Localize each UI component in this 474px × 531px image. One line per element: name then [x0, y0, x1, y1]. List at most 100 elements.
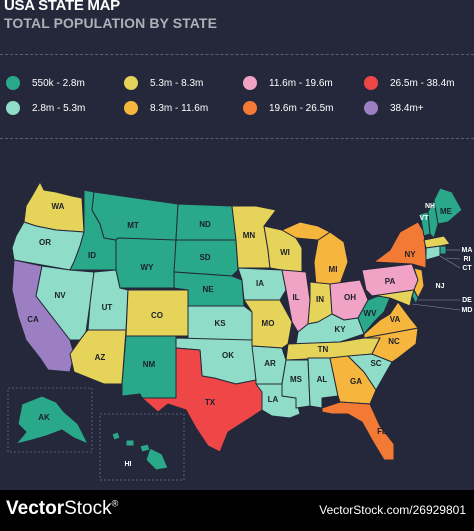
state-mt[interactable]	[91, 191, 179, 241]
state-label-ma: MA	[462, 247, 473, 254]
state-va[interactable]	[363, 301, 419, 339]
state-label-ar: AR	[264, 359, 276, 368]
state-label-mt: MT	[127, 221, 139, 230]
state-label-nv: NV	[54, 291, 66, 300]
state-me[interactable]	[433, 187, 463, 225]
legend-item: 26.5m - 38.4m	[364, 76, 454, 90]
legend-label: 19.6m - 26.5m	[269, 102, 334, 114]
state-label-ne: NE	[202, 285, 214, 294]
state-label-nj: NJ	[436, 283, 445, 290]
state-label-al: AL	[317, 375, 328, 384]
leader-md	[411, 303, 461, 311]
legend-label: 11.6m - 19.6m	[269, 77, 333, 89]
state-label-ca: CA	[27, 315, 39, 324]
state-label-wi: WI	[280, 248, 290, 257]
legend-swatch	[124, 76, 138, 90]
state-hi-maui[interactable]	[139, 443, 151, 453]
state-label-tn: TN	[318, 345, 329, 354]
state-sd[interactable]	[173, 239, 239, 277]
legend-item: 550k - 2.8m	[6, 76, 85, 90]
image-credit: VectorStock.com/26929801	[319, 503, 466, 517]
state-ny[interactable]	[373, 221, 427, 269]
state-label-mo: MO	[262, 319, 275, 328]
legend-swatch	[364, 76, 378, 90]
state-label-ks: KS	[214, 319, 226, 328]
state-label-ky: KY	[334, 325, 346, 334]
state-ak[interactable]	[15, 395, 89, 445]
state-label-wa: WA	[52, 202, 65, 211]
state-label-id: ID	[88, 251, 96, 260]
state-label-ok: OK	[222, 351, 234, 360]
legend-label: 550k - 2.8m	[32, 77, 85, 89]
map-title: USA STATE MAP	[4, 0, 120, 14]
state-label-sc: SC	[370, 359, 381, 368]
legend-top-divider	[0, 54, 474, 55]
legend: 550k - 2.8m 5.3m - 8.3m 11.6m - 19.6m 26…	[0, 72, 474, 132]
state-ct[interactable]	[425, 245, 441, 261]
state-tx[interactable]	[141, 347, 263, 453]
state-label-md: MD	[462, 307, 473, 314]
state-label-wv: WV	[364, 309, 378, 318]
state-label-il: IL	[292, 293, 299, 302]
state-fl[interactable]	[321, 401, 395, 461]
state-label-ms: MS	[290, 375, 303, 384]
legend-item: 38.4m+	[364, 101, 424, 115]
state-sc[interactable]	[347, 353, 393, 391]
state-label-pa: PA	[385, 277, 396, 286]
legend-swatch	[6, 101, 20, 115]
legend-swatch	[364, 101, 378, 115]
state-label-az: AZ	[95, 353, 106, 362]
legend-item: 5.3m - 8.3m	[124, 76, 203, 90]
state-label-nm: NM	[143, 360, 156, 369]
legend-bottom-divider	[0, 138, 474, 139]
state-label-mi: MI	[329, 265, 338, 274]
state-label-ia: IA	[256, 279, 264, 288]
state-label-co: CO	[151, 311, 163, 320]
map-subtitle: TOTAL POPULATION BY STATE	[4, 15, 218, 31]
state-label-vt: VT	[420, 215, 430, 222]
vectorstock-logo: VectorStock®	[6, 498, 119, 519]
state-ma[interactable]	[423, 235, 451, 249]
legend-label: 5.3m - 8.3m	[150, 77, 204, 89]
state-label-ak: AK	[38, 413, 50, 422]
state-label-de: DE	[462, 297, 472, 304]
legend-swatch	[243, 101, 257, 115]
state-hi-oahu[interactable]	[125, 439, 135, 447]
state-label-ga: GA	[350, 377, 362, 386]
state-label-nc: NC	[388, 337, 400, 346]
state-label-me: ME	[440, 207, 453, 216]
state-label-fl: FL	[377, 427, 387, 436]
footer-bar: VectorStock® VectorStock.com/26929801	[0, 490, 474, 531]
state-hi-big-island[interactable]	[145, 447, 169, 471]
state-ri[interactable]	[439, 245, 447, 255]
us-map: WA OR CA ID NV UT AZ MT WY CO NM ND SD N…	[7, 181, 473, 481]
alaska-inset-frame	[7, 387, 93, 453]
state-label-in: IN	[316, 295, 324, 304]
state-label-mn: MN	[243, 231, 256, 240]
state-mi-upper[interactable]	[281, 221, 331, 241]
state-label-wy: WY	[141, 263, 155, 272]
leader-ri	[445, 257, 461, 260]
legend-item: 2.8m - 5.3m	[6, 101, 85, 115]
hawaii-inset-frame	[99, 413, 185, 481]
state-wv[interactable]	[357, 295, 391, 335]
state-mi[interactable]	[313, 231, 349, 287]
state-label-la: LA	[268, 395, 279, 404]
legend-item: 11.6m - 19.6m	[243, 76, 333, 90]
legend-label: 26.5m - 38.4m	[390, 77, 455, 89]
state-label-nd: ND	[199, 220, 211, 229]
state-label-ut: UT	[102, 303, 113, 312]
state-mo[interactable]	[243, 299, 293, 349]
state-label-tx: TX	[205, 398, 216, 407]
state-label-ny: NY	[404, 250, 416, 259]
state-nc[interactable]	[363, 327, 419, 363]
leader-ct	[439, 255, 461, 269]
state-md[interactable]	[371, 289, 415, 307]
legend-label: 38.4m+	[390, 102, 424, 114]
state-hi-kauai[interactable]	[111, 431, 121, 441]
state-label-oh: OH	[344, 293, 356, 302]
legend-label: 8.3m - 11.6m	[150, 102, 209, 114]
state-label-sd: SD	[199, 253, 210, 262]
legend-swatch	[124, 101, 138, 115]
legend-item: 8.3m - 11.6m	[124, 101, 208, 115]
